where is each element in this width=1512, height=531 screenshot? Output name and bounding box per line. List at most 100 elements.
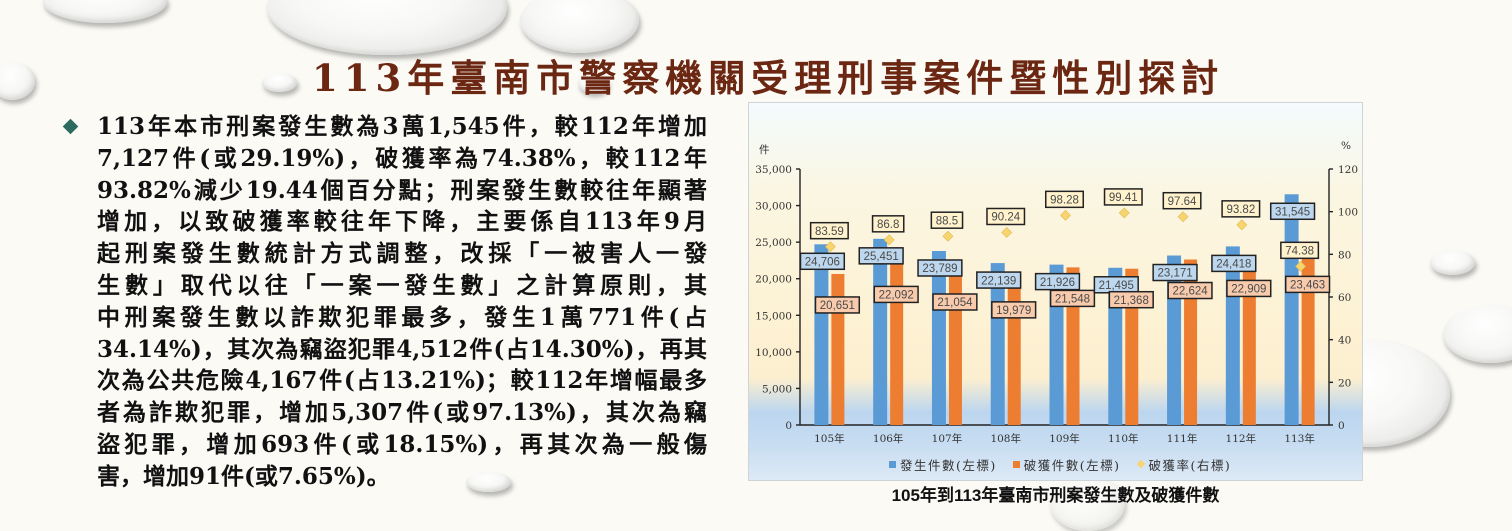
chart-caption: 105年到113年臺南市刑案發生數及破獲件數 (891, 486, 1220, 505)
cleared-bar (1007, 278, 1021, 425)
legend-item-clearance-rate: 破獲率(右標) (1136, 455, 1232, 474)
right-tick-label: 40 (1338, 335, 1351, 347)
svg-text:19,979: 19,979 (996, 305, 1031, 317)
paragraph-line: 害，增加91件(或7.65%)。 (97, 462, 390, 490)
bullet-paragraph: 113年本市刑案發生數為3萬1,545件，較112年增加 7,127件(或29.… (97, 111, 707, 493)
svg-text:21,368: 21,368 (1114, 295, 1149, 307)
svg-text:99.41: 99.41 (1109, 192, 1138, 204)
blue-square-icon (889, 460, 896, 468)
left-tick-label: 5,000 (762, 383, 792, 395)
svg-text:21,054: 21,054 (937, 297, 973, 309)
paragraph-line: 93.82%減少19.44個百分點；刑案發生數較往年顯著 (97, 176, 707, 204)
paragraph-line: 增加，以致破獲率較往年下降，主要係自113年9月 (97, 208, 707, 236)
crime-chart: 件% 0 5,000 10,000 15,000 20,000 25,000 30,000 35… (748, 102, 1363, 481)
clearance-rate-diamond (1295, 260, 1307, 272)
left-tick-label: 10,000 (755, 347, 792, 359)
svg-text:22,624: 22,624 (1172, 286, 1208, 298)
orange-square-icon (1012, 460, 1020, 468)
clearance-rate-label: 93.82 (1221, 200, 1261, 218)
water-drop-decoration (0, 62, 35, 100)
clearance-rate-label: 86.8 (871, 215, 905, 233)
right-tick-label: 100 (1338, 207, 1358, 219)
occurrence-bar (931, 251, 946, 425)
paragraph-line: 者為詐欺犯罪，增加5,307件(或97.13%)，其次為竊 (97, 399, 707, 427)
cleared-label: 20,651 (814, 296, 861, 314)
occurrence-label: 22,139 (976, 271, 1022, 289)
category-label: 109年 (1049, 432, 1080, 445)
water-drop-decoration (466, 472, 511, 492)
svg-text:88.5: 88.5 (936, 215, 958, 227)
clearance-rate-label: 74.38 (1280, 241, 1320, 260)
occurrence-label: 31,545 (1269, 202, 1316, 221)
water-drop-decoration (1430, 250, 1475, 275)
paragraph-line: 中刑案發生數以詐欺犯罪最多，發生1萬771件(占 (97, 303, 707, 331)
occurrence-label: 25,451 (858, 247, 904, 265)
cleared-label: 21,548 (1049, 289, 1096, 308)
clearance-rate-label: 97.64 (1162, 191, 1202, 210)
diamond-bullet-icon (62, 118, 79, 135)
left-tick-label: 35,000 (755, 164, 792, 176)
category-label: 105年 (814, 432, 845, 445)
data-labels: 83.59 24,706 20,651 86.8 25,451 22,092 88.5 23,… (799, 188, 1331, 319)
cleared-label: 22,909 (1226, 279, 1272, 298)
occurrence-label: 23,789 (917, 259, 963, 277)
occurrence-bar (1284, 194, 1299, 425)
cleared-label: 19,979 (991, 301, 1037, 319)
category-label: 111年 (1167, 432, 1198, 445)
svg-text:24,418: 24,418 (1216, 259, 1251, 271)
clearance-rate-diamond (883, 234, 895, 246)
clearance-rate-diamond (1001, 227, 1013, 238)
page-title: 113年臺南市警察機關受理刑事案件暨性別探討 (312, 56, 1225, 100)
svg-text:93.82: 93.82 (1226, 204, 1255, 216)
clearance-rate-diamond (1118, 207, 1130, 219)
svg-text:23,789: 23,789 (922, 263, 957, 275)
category-label: 112年 (1226, 432, 1257, 445)
svg-text:83.59: 83.59 (815, 226, 844, 238)
right-axis-unit: % (1341, 140, 1351, 152)
svg-text:25,451: 25,451 (864, 251, 899, 263)
legend-label: 破獲率(右標) (1148, 457, 1232, 473)
svg-text:86.8: 86.8 (877, 219, 899, 231)
axes: 0 5,000 10,000 15,000 20,000 25,000 30,000 35,0… (755, 164, 1358, 432)
cleared-bar (890, 263, 904, 425)
clearance-rate-label: 98.28 (1045, 190, 1084, 209)
cleared-label: 22,624 (1167, 281, 1213, 300)
water-drop-decoration (578, 73, 608, 93)
clearance-rate-diamond (1060, 209, 1071, 221)
paragraph-line: 生數」取代以往「一案一發生數」之計算原則，其 (97, 271, 707, 299)
category-label: 110年 (1108, 432, 1139, 445)
legend-label: 破獲件數(左標) (1023, 457, 1121, 473)
left-axis-unit: 件 (759, 144, 770, 156)
paragraph-line: 起刑案發生數統計方式調整，改採「一被害人一發 (97, 240, 707, 268)
paragraph-line: 34.14%)，其次為竊盜犯罪4,512件(占14.30%)，再其 (97, 335, 707, 363)
right-tick-label: 80 (1338, 249, 1351, 261)
cleared-label: 22,092 (873, 285, 919, 304)
occurrence-label: 24,706 (799, 252, 846, 271)
left-tick-label: 0 (785, 420, 792, 432)
legend-item-occurrences: 發生件數(左標) (889, 455, 997, 474)
clearance-rate-diamond (942, 230, 954, 242)
cleared-label: 23,463 (1284, 275, 1331, 294)
paragraph-line: 113年本市刑案發生數為3萬1,545件，較112年增加 (97, 113, 707, 140)
water-drop-decoration (520, 0, 639, 53)
svg-text:21,926: 21,926 (1040, 277, 1075, 289)
right-tick-label: 60 (1338, 292, 1351, 304)
svg-text:23,171: 23,171 (1157, 268, 1192, 280)
clearance-rate-label: 83.59 (809, 221, 849, 240)
clearance-rate-diamond (1177, 211, 1189, 223)
cleared-bar (1301, 253, 1315, 425)
cleared-label: 21,054 (932, 293, 978, 311)
right-tick-label: 20 (1338, 377, 1351, 389)
clearance-rate-label: 88.5 (930, 211, 964, 229)
clearance-rate-diamond (1236, 219, 1248, 231)
yellow-diamond-icon (1136, 459, 1145, 469)
svg-text:97.64: 97.64 (1168, 196, 1197, 208)
clearance-rate-label: 99.41 (1103, 188, 1143, 206)
category-label: 107年 (932, 432, 963, 445)
svg-text:90.24: 90.24 (991, 212, 1020, 224)
legend-label: 發生件數(左標) (900, 457, 997, 473)
chart-plot: 件 % 0 5,000 10,000 15,000 20,000 25,000 30,000 35… (755, 140, 1358, 445)
svg-text:22,092: 22,092 (879, 290, 914, 302)
category-label: 106年 (873, 432, 904, 445)
category-label: 113年 (1284, 432, 1315, 445)
